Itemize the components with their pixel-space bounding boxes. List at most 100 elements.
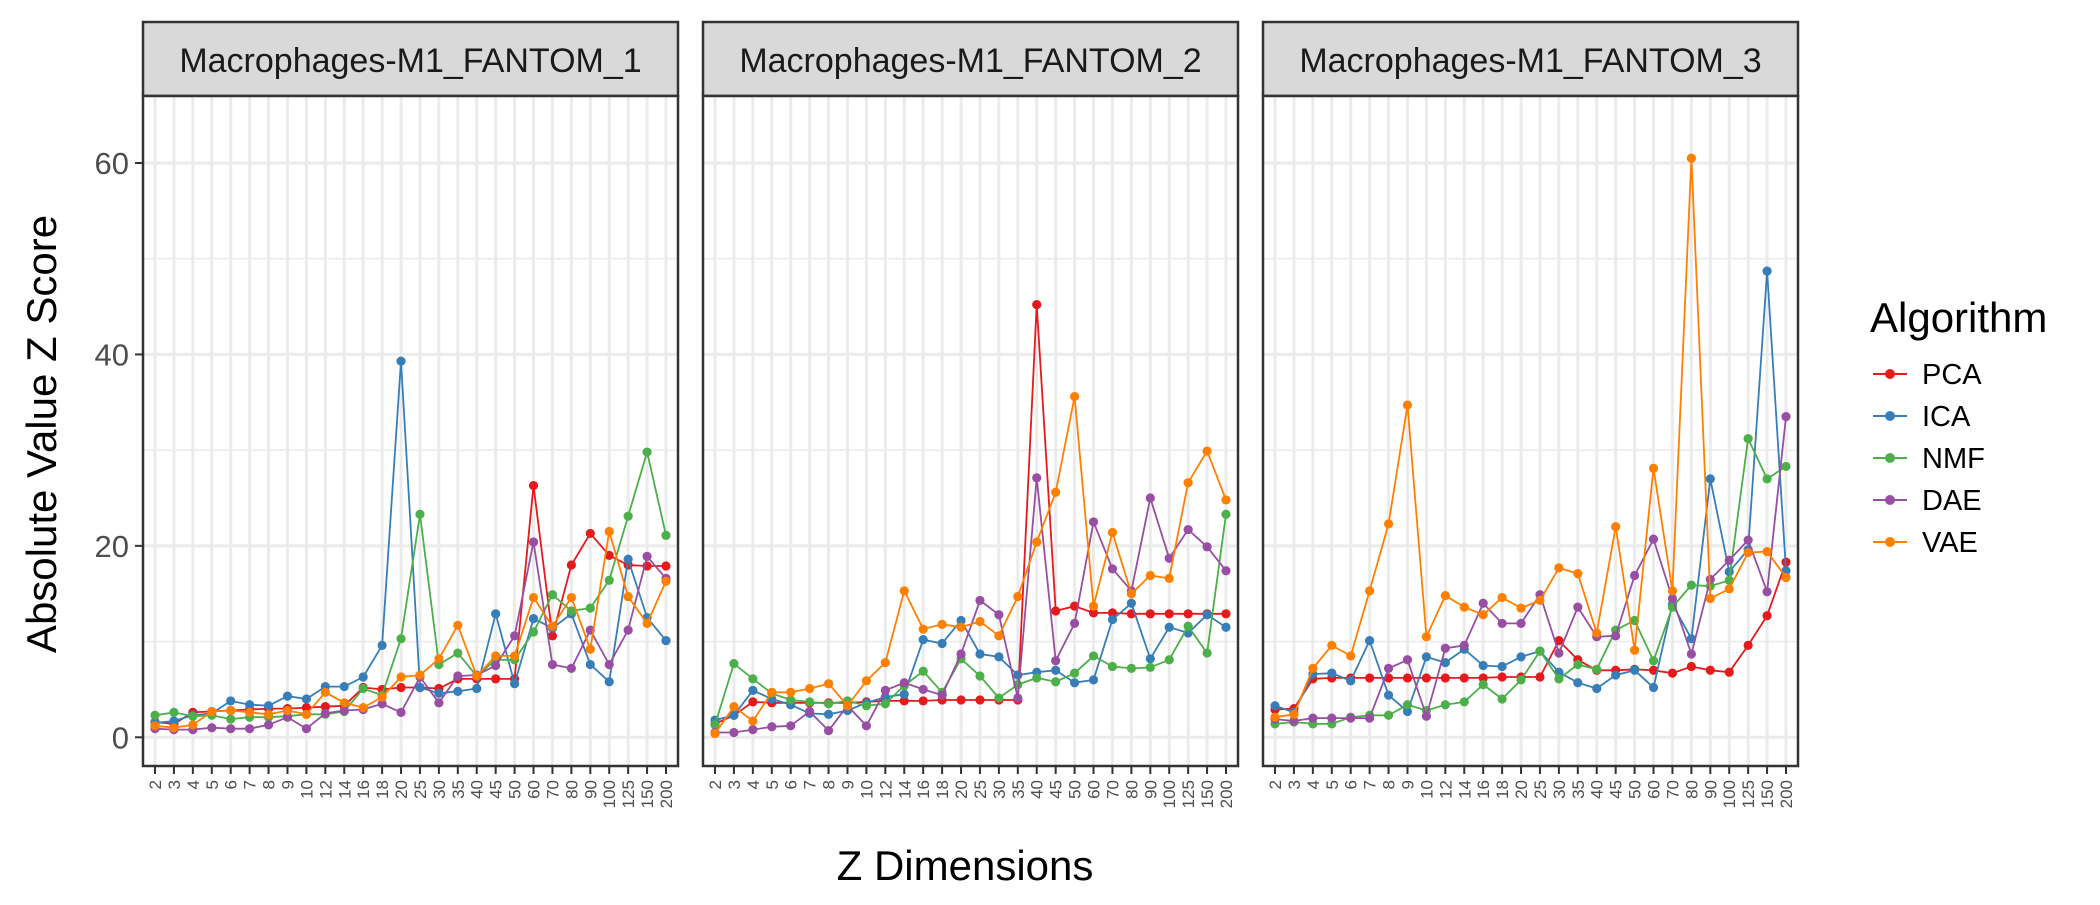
data-point xyxy=(1611,631,1621,641)
data-point xyxy=(263,701,274,711)
x-tick-label: 5 xyxy=(203,780,222,789)
data-point xyxy=(975,616,985,627)
data-point xyxy=(1289,709,1299,719)
data-point xyxy=(472,683,482,694)
data-point xyxy=(301,709,312,719)
data-point xyxy=(1383,690,1394,700)
data-point xyxy=(263,720,274,730)
x-tick-label: 8 xyxy=(1380,780,1399,789)
data-point xyxy=(748,685,758,695)
data-point xyxy=(509,631,520,641)
x-tick-label: 6 xyxy=(1342,780,1361,789)
data-point xyxy=(1365,673,1375,683)
data-point xyxy=(1013,693,1023,703)
x-tick-label: 35 xyxy=(1009,780,1028,799)
data-point xyxy=(226,714,236,724)
data-point xyxy=(1402,400,1413,410)
data-point xyxy=(339,698,349,708)
data-point xyxy=(301,694,312,704)
data-point xyxy=(1088,608,1099,618)
data-point xyxy=(604,659,614,670)
data-point xyxy=(1611,522,1621,532)
data-point xyxy=(509,679,520,689)
data-point xyxy=(528,480,539,491)
data-point xyxy=(396,672,406,682)
data-point xyxy=(1088,517,1099,527)
data-point xyxy=(1781,572,1791,583)
data-point xyxy=(453,686,463,696)
data-point xyxy=(491,651,501,661)
data-point xyxy=(1032,537,1042,547)
legend-key-point xyxy=(1885,537,1895,547)
data-point xyxy=(1724,667,1734,677)
data-point xyxy=(1383,710,1394,720)
data-point xyxy=(1164,655,1174,665)
legend-item-pca: PCA xyxy=(1873,359,1982,391)
panel-border xyxy=(141,94,680,768)
data-point xyxy=(642,551,652,561)
x-axis: 2 3 4 5 6 7 8 9 10 12 14 16 18 20 25 30 35 40 45 50 60 70 80 90… xyxy=(1266,766,1796,808)
data-point xyxy=(1032,673,1042,683)
data-point xyxy=(585,644,595,654)
x-tick-label: 4 xyxy=(184,780,203,789)
x-tick-label: 10 xyxy=(857,780,876,799)
data-point xyxy=(1221,509,1231,519)
data-point xyxy=(491,674,501,684)
data-point xyxy=(1107,661,1118,672)
x-tick-label: 35 xyxy=(449,780,468,799)
x-tick-label: 25 xyxy=(411,780,430,799)
facet-strip-title: Macrophages-M1_FANTOM_2 xyxy=(739,42,1201,80)
data-point xyxy=(1402,706,1413,717)
data-point xyxy=(1126,589,1136,599)
data-point xyxy=(937,690,947,700)
data-point xyxy=(1667,586,1678,596)
data-point xyxy=(282,691,293,701)
data-point xyxy=(1145,654,1155,664)
data-point xyxy=(956,622,966,632)
data-point xyxy=(1346,676,1356,686)
data-point xyxy=(1051,487,1061,497)
data-point xyxy=(339,705,349,716)
data-point xyxy=(528,614,539,624)
x-tick-label: 90 xyxy=(581,780,600,799)
x-tick-label: 9 xyxy=(1398,780,1417,789)
legend-label: ICA xyxy=(1922,401,1971,433)
data-point xyxy=(377,699,387,709)
data-point xyxy=(150,710,160,720)
data-point xyxy=(1126,598,1136,608)
series-vae xyxy=(710,391,1231,739)
data-point xyxy=(729,658,739,669)
data-point xyxy=(207,706,217,717)
series-line-ica xyxy=(714,601,1227,721)
data-point xyxy=(415,670,425,680)
data-point xyxy=(1629,570,1640,581)
data-point xyxy=(1497,618,1507,628)
data-point xyxy=(918,684,928,695)
data-point xyxy=(1107,614,1118,625)
data-point xyxy=(604,550,614,561)
data-point xyxy=(226,724,236,734)
data-point xyxy=(1497,672,1507,682)
x-tick-label: 6 xyxy=(222,780,241,789)
data-point xyxy=(396,707,406,718)
data-point xyxy=(453,648,463,658)
data-point xyxy=(434,654,444,664)
data-point xyxy=(1440,700,1450,710)
data-point xyxy=(1221,622,1231,632)
data-point xyxy=(880,685,890,695)
x-tick-label: 18 xyxy=(373,780,392,799)
data-point xyxy=(434,688,444,698)
facet-panel-1: Macrophages-M1_FANTOM_12 3 4 5 6 7 8 9 10 12 14 16 1… xyxy=(141,20,680,808)
x-tick-label: 90 xyxy=(1141,780,1160,799)
data-point xyxy=(1107,608,1118,618)
data-point xyxy=(975,595,985,606)
data-point xyxy=(207,723,217,733)
facet-strip xyxy=(141,20,680,98)
data-point xyxy=(1221,566,1231,576)
x-tick-label: 16 xyxy=(354,780,373,799)
data-point xyxy=(661,576,671,586)
series-line-vae xyxy=(154,531,667,729)
x-tick-label: 30 xyxy=(990,780,1009,799)
data-point xyxy=(642,618,652,628)
gridlines xyxy=(703,96,1238,766)
